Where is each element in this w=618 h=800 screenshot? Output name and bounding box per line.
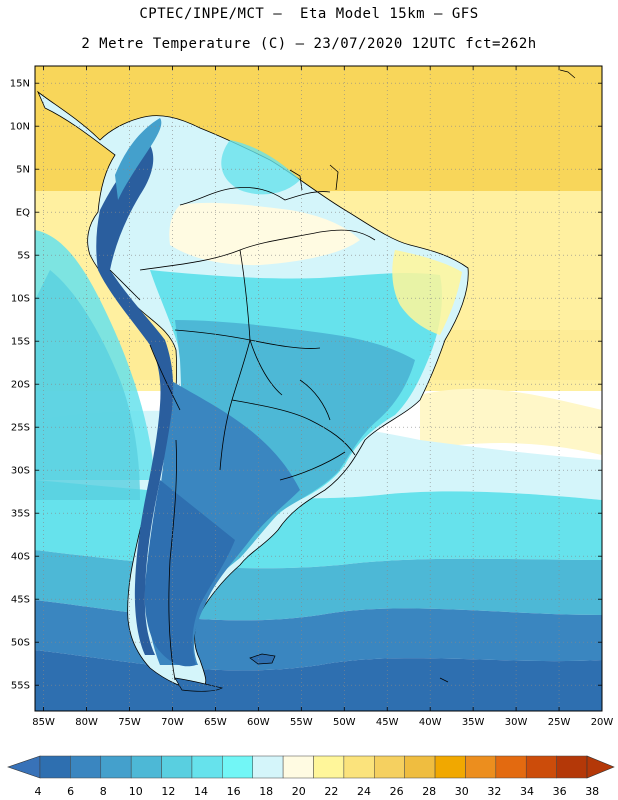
- colorbar-label: 16: [227, 785, 241, 798]
- map-frame: [34, 65, 603, 712]
- colorbar-label: 38: [585, 785, 599, 798]
- colorbar-label: 8: [100, 785, 107, 798]
- lat-label: 40S: [11, 552, 30, 563]
- colorbar-swatch: [343, 755, 375, 779]
- colorbar-swatch: [465, 755, 497, 779]
- colorbar-label: 26: [390, 785, 404, 798]
- map-field: [35, 66, 602, 711]
- colorbar-swatch: [222, 755, 253, 779]
- colorbar-label: 28: [422, 785, 436, 798]
- lon-label: 45W: [376, 717, 399, 728]
- latitude-labels: 15N 10N 5N EQ 5S 10S 15S 20S 25S 30S 35S 40S 45S 50S 5…: [10, 79, 30, 692]
- colorbar-swatch: [282, 755, 314, 779]
- chart-title-line1: CPTEC/INPE/MCT – Eta Model 15km – GFS: [139, 6, 479, 22]
- lon-label: 30W: [505, 717, 528, 728]
- colorbar-swatch: [404, 755, 436, 779]
- falklands: [249, 653, 276, 665]
- colorbar-swatch: [191, 755, 223, 779]
- map-gridlines: [35, 66, 603, 711]
- colorbar-label: 10: [129, 785, 143, 798]
- lat-label: 30S: [11, 466, 30, 477]
- colorbar-swatch: [252, 755, 284, 779]
- colorbar-label: 24: [357, 785, 371, 798]
- chart-title-line2: 2 Metre Temperature (C) – 23/07/2020 12U…: [81, 36, 537, 52]
- lat-label: EQ: [16, 208, 30, 219]
- land-patagonia: [144, 480, 235, 667]
- lon-label: 40W: [419, 717, 442, 728]
- lat-label: 10N: [10, 122, 30, 133]
- colorbar-swatch: [161, 755, 193, 779]
- northeast-warm: [392, 250, 462, 335]
- lon-label: 20W: [591, 717, 614, 728]
- colorbar-label: 6: [67, 785, 74, 798]
- lat-label: 50S: [11, 638, 30, 649]
- colorbar-swatch: [525, 755, 557, 779]
- longitude-labels: 85W 80W 75W 70W 65W 60W 55W 50W 45W 40W 35W 30W 25W 2…: [32, 717, 613, 728]
- amazon-warm-patch: [169, 202, 360, 266]
- lat-label: 55S: [11, 681, 30, 692]
- colorbar: 4 6 8 10 12 14 16 18 20 22 24 26 28 30 32 34 36 38: [7, 755, 615, 798]
- colorbar-high-arrow: [586, 755, 615, 779]
- colorbar-label: 30: [455, 785, 469, 798]
- colorbar-swatch: [313, 755, 345, 779]
- lat-label: 15N: [10, 79, 30, 90]
- lon-label: 85W: [32, 717, 55, 728]
- colorbar-label: 22: [324, 785, 338, 798]
- lon-label: 35W: [462, 717, 485, 728]
- colorbar-swatch: [100, 755, 132, 779]
- colorbar-label: 20: [292, 785, 306, 798]
- lon-label: 75W: [118, 717, 141, 728]
- ocean-south-2: [35, 650, 602, 711]
- colorbar-label: 32: [487, 785, 501, 798]
- lat-label: 25S: [11, 423, 30, 434]
- lon-label: 25W: [548, 717, 571, 728]
- colorbar-swatch: [130, 755, 162, 779]
- lon-label: 70W: [161, 717, 184, 728]
- colorbar-label: 12: [161, 785, 175, 798]
- lat-label: 5N: [16, 165, 30, 176]
- colorbar-swatch: [495, 755, 527, 779]
- lat-label: 45S: [11, 595, 30, 606]
- amazon-cool-patch: [221, 140, 300, 195]
- country-borders: [109, 164, 376, 681]
- ocean-warm-tongue: [420, 388, 602, 455]
- lat-label: 10S: [11, 294, 30, 305]
- colorbar-swatch: [434, 755, 466, 779]
- lon-label: 50W: [333, 717, 356, 728]
- tierra-del-fuego: [174, 677, 223, 692]
- lon-label: 65W: [204, 717, 227, 728]
- colorbar-swatch: [374, 755, 405, 779]
- lon-label: 80W: [75, 717, 98, 728]
- caribbean-islands: [439, 69, 576, 683]
- colorbar-label: 36: [553, 785, 567, 798]
- colorbar-label: 14: [194, 785, 208, 798]
- colorbar-label: 34: [520, 785, 534, 798]
- colorbar-swatch: [39, 755, 71, 779]
- colorbar-swatch: [70, 755, 102, 779]
- pacific-cool-tongue-2: [35, 270, 140, 500]
- lat-label: 5S: [17, 251, 30, 262]
- lon-label: 55W: [290, 717, 313, 728]
- lat-label: 35S: [11, 509, 30, 520]
- colorbar-label: 4: [35, 785, 42, 798]
- lon-label: 60W: [247, 717, 270, 728]
- colorbar-low-arrow: [7, 755, 41, 779]
- lat-label: 15S: [11, 337, 30, 348]
- colombia-andes: [115, 118, 162, 200]
- colorbar-swatch: [556, 755, 588, 779]
- colorbar-label: 18: [259, 785, 273, 798]
- lat-label: 20S: [11, 380, 30, 391]
